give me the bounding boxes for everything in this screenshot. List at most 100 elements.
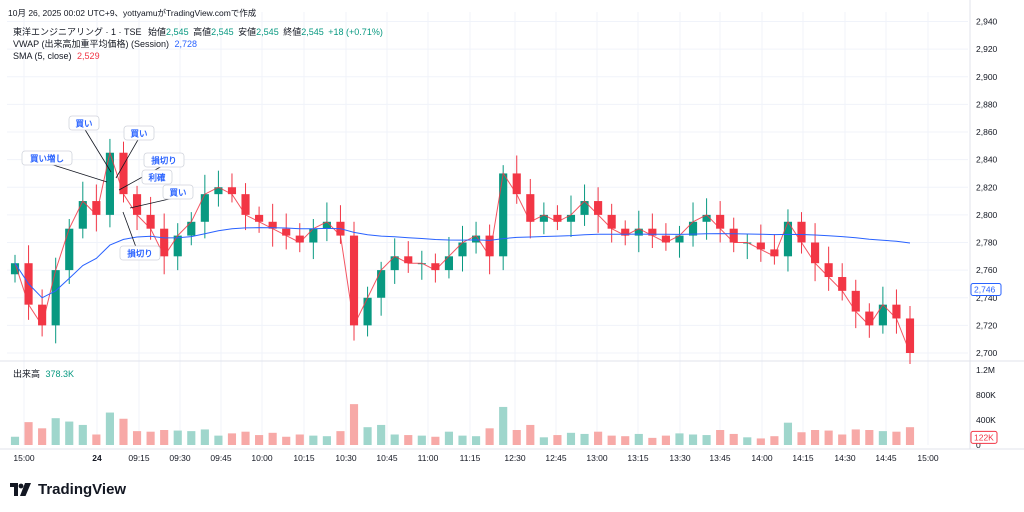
candle-body	[322, 221, 331, 229]
volume-axis-tick-label: 400K	[976, 415, 996, 425]
candle-body	[187, 221, 196, 236]
candle-body	[716, 214, 725, 229]
time-axis-tick-label: 13:30	[669, 453, 691, 463]
volume-bar	[417, 435, 426, 445]
volume-bar	[187, 431, 196, 445]
candle-body	[865, 311, 874, 326]
volume-label: 出来高	[13, 369, 41, 379]
price-axis-tick-label: 2,820	[976, 182, 998, 192]
volume-bar	[132, 431, 142, 445]
candle-body	[811, 242, 820, 264]
volume-bar	[621, 436, 630, 445]
time-axis-tick-label: 10:30	[335, 453, 357, 463]
volume-bar	[811, 430, 820, 445]
price-axis-tick-label: 2,780	[976, 238, 998, 248]
price-axis-tick-label: 2,900	[976, 72, 998, 82]
annotation-bubble	[162, 184, 194, 200]
volume-bar	[865, 430, 874, 445]
time-axis-tick-label: 15:00	[917, 453, 939, 463]
candle-body	[526, 194, 535, 222]
annotation-label: 買い	[169, 188, 186, 198]
candle-body	[905, 318, 915, 353]
volume-bar	[824, 430, 833, 445]
price-axis-tick-label: 2,740	[976, 293, 998, 303]
volume-bar	[336, 431, 345, 445]
annotation-leader	[115, 137, 140, 179]
volume-bar	[282, 436, 291, 445]
candle-body	[10, 263, 20, 275]
price-axis-tick-label: 2,840	[976, 155, 998, 165]
volume-legend: 出来高 378.3K	[13, 368, 74, 380]
volume-bar	[241, 431, 250, 445]
candle-body	[756, 242, 765, 250]
candle-body	[499, 173, 508, 257]
volume-bar	[24, 422, 33, 445]
ohlc-open-value: 2,545	[166, 27, 189, 37]
volume-value: 378.3K	[45, 369, 75, 379]
volume-bar	[309, 435, 318, 445]
vwap-label: VWAP (出来高加重平均価格) (Session)	[13, 39, 170, 49]
price-axis-tick-label: 2,700	[976, 348, 998, 358]
time-axis-tick-label: 13:15	[627, 453, 649, 463]
candle-body	[268, 221, 277, 229]
candle-body	[688, 221, 698, 236]
volume-bar	[485, 428, 494, 445]
candle-body	[255, 214, 264, 222]
volume-bar	[78, 424, 87, 445]
price-axis-tick-label: 2,940	[976, 17, 998, 27]
candle-body	[65, 228, 74, 271]
annotation-label: 利確	[147, 173, 166, 183]
candle-body	[227, 187, 237, 195]
candle-body	[634, 228, 643, 236]
candle-body	[160, 228, 169, 257]
candle-body	[485, 235, 494, 257]
volume-bar	[756, 438, 765, 445]
sma-value: 2,529	[77, 51, 100, 61]
candle-body	[282, 228, 291, 236]
candle-body	[363, 297, 372, 326]
volume-bar	[38, 428, 47, 445]
tradingview-logo[interactable]: TradingView	[10, 481, 126, 498]
time-axis-tick-label: 09:15	[128, 453, 150, 463]
volume-bar	[146, 431, 155, 445]
annotation-bubble	[119, 245, 161, 261]
volume-bar	[566, 432, 576, 445]
candle-body	[471, 235, 481, 243]
symbol-legend: 東洋エンジニアリング · 1 · TSE 始値2,545 高値2,545 安値2…	[13, 26, 383, 38]
volume-bar	[173, 430, 182, 445]
candle-body	[661, 235, 670, 243]
volume-bar	[688, 434, 698, 445]
volume-bar	[648, 437, 657, 445]
annotation-leader	[118, 164, 165, 191]
candle-body	[729, 228, 738, 243]
volume-bar	[471, 436, 481, 445]
time-axis-tick-label: 10:00	[251, 453, 273, 463]
sma-line	[14, 150, 911, 354]
annotation-bubble	[141, 169, 173, 185]
volume-bar	[892, 431, 901, 445]
candle-body	[295, 235, 304, 243]
time-axis-tick-label: 14:00	[751, 453, 773, 463]
volume-bar	[322, 436, 331, 445]
volume-bar	[119, 418, 128, 445]
time-axis-tick-label: 10:45	[376, 453, 398, 463]
volume-bar	[580, 433, 589, 445]
vwap-price-marker	[970, 282, 1002, 296]
volume-bar	[431, 436, 440, 445]
volume-bar	[349, 404, 359, 445]
volume-bar	[594, 431, 603, 445]
candle-body	[390, 256, 399, 271]
candle-body	[92, 201, 101, 215]
time-axis-tick-label: 12:45	[545, 453, 567, 463]
volume-bar	[160, 430, 169, 445]
time-axis-tick-label: 13:45	[709, 453, 731, 463]
volume-bar	[92, 434, 101, 445]
annotation-bubble	[68, 115, 100, 131]
candle-body	[119, 152, 128, 195]
time-axis-tick-label: 09:45	[210, 453, 232, 463]
volume-bar	[553, 435, 562, 445]
volume-bar	[661, 435, 670, 445]
sma-label: SMA (5, close)	[13, 51, 72, 61]
